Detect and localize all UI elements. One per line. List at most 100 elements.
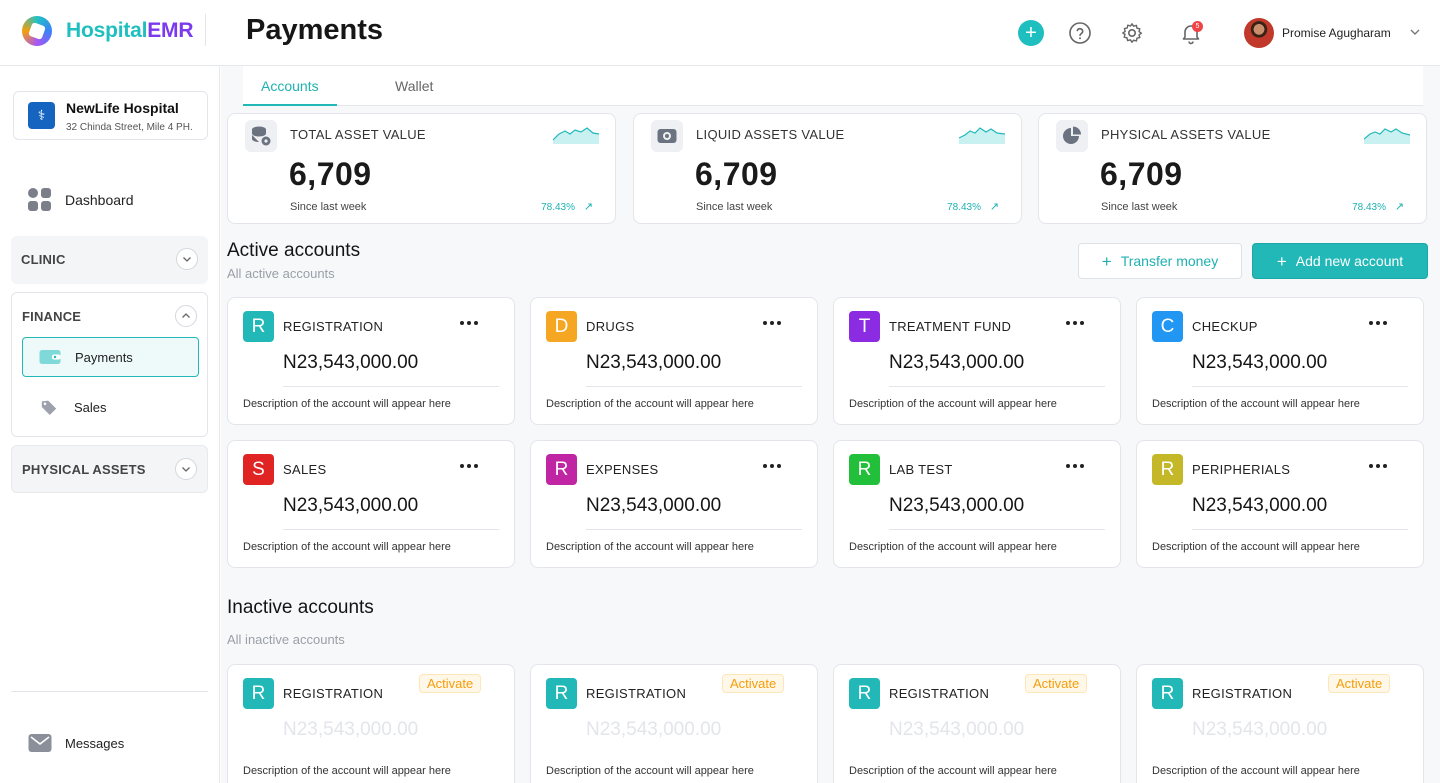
transfer-money-button[interactable]: + Transfer money bbox=[1078, 243, 1242, 279]
tab-wallet[interactable]: Wallet bbox=[395, 78, 434, 94]
add-new-account-button[interactable]: + Add new account bbox=[1252, 243, 1428, 279]
plus-icon: + bbox=[1101, 251, 1112, 271]
sidebar-item-sales[interactable]: Sales bbox=[22, 387, 199, 427]
arrow-up-right-icon: ↗ bbox=[989, 201, 999, 213]
activate-button[interactable]: Activate bbox=[1328, 674, 1391, 693]
account-card[interactable]: R PERIPHERIALS N23,543,000.00 Descriptio… bbox=[1136, 440, 1424, 568]
sidebar-group-finance: FINANCE Payments Sales bbox=[11, 292, 208, 437]
header-divider bbox=[205, 14, 206, 46]
dashboard-icon bbox=[28, 188, 51, 211]
account-name: PERIPHERIALS bbox=[1192, 462, 1291, 477]
tab-bar: Accounts Wallet bbox=[243, 66, 1423, 106]
sidebar-group-title: CLINIC bbox=[21, 252, 66, 267]
sidebar-group-clinic[interactable]: CLINIC bbox=[11, 236, 208, 284]
app-name-part1: Hospital bbox=[66, 19, 148, 42]
account-balance: N23,543,000.00 bbox=[586, 352, 722, 373]
chevron-down-icon[interactable] bbox=[175, 458, 197, 480]
account-balance: N23,543,000.00 bbox=[586, 719, 722, 740]
account-card[interactable]: T TREATMENT FUND N23,543,000.00 Descript… bbox=[833, 297, 1121, 425]
inactive-account-card[interactable]: R REGISTRATION Activate N23,543,000.00 D… bbox=[1136, 664, 1424, 783]
stat-card-physical-assets: PHYSICAL ASSETS VALUE 6,709 Since last w… bbox=[1038, 113, 1427, 224]
divider bbox=[889, 386, 1105, 387]
more-options-icon[interactable] bbox=[1066, 316, 1088, 330]
account-name: REGISTRATION bbox=[1192, 686, 1293, 701]
tab-accounts[interactable]: Accounts bbox=[261, 78, 319, 94]
inactive-account-card[interactable]: R REGISTRATION Activate N23,543,000.00 D… bbox=[530, 664, 818, 783]
sidebar-group-title: PHYSICAL ASSETS bbox=[22, 462, 146, 477]
account-name: CHECKUP bbox=[1192, 319, 1258, 334]
stat-change-percent: 78.43% bbox=[1352, 202, 1386, 213]
account-balance: N23,543,000.00 bbox=[283, 495, 419, 516]
account-avatar: C bbox=[1152, 311, 1183, 342]
account-name: DRUGS bbox=[586, 319, 635, 334]
user-name[interactable]: Promise Agugharam bbox=[1282, 26, 1391, 40]
hospital-switcher[interactable]: ⚕ NewLife Hospital 32 Chinda Street, Mil… bbox=[13, 91, 208, 140]
quick-add-button[interactable]: + bbox=[1018, 20, 1044, 46]
more-options-icon[interactable] bbox=[1369, 459, 1391, 473]
notification-bell-icon[interactable]: 5 bbox=[1178, 20, 1204, 46]
sparkline-chart bbox=[959, 127, 1005, 144]
account-avatar: R bbox=[243, 678, 274, 709]
account-name: REGISTRATION bbox=[586, 686, 687, 701]
activate-button[interactable]: Activate bbox=[722, 674, 785, 693]
user-avatar[interactable] bbox=[1244, 18, 1274, 48]
account-card[interactable]: R LAB TEST N23,543,000.00 Description of… bbox=[833, 440, 1121, 568]
arrow-up-right-icon: ↗ bbox=[583, 201, 593, 213]
account-avatar: R bbox=[849, 454, 880, 485]
more-options-icon[interactable] bbox=[460, 459, 482, 473]
inactive-account-card[interactable]: R REGISTRATION Activate N23,543,000.00 D… bbox=[833, 664, 1121, 783]
account-description: Description of the account will appear h… bbox=[546, 541, 754, 553]
sidebar-group-physical-assets[interactable]: PHYSICAL ASSETS bbox=[11, 445, 208, 493]
stat-since-label: Since last week bbox=[696, 201, 773, 213]
notification-count-badge: 5 bbox=[1192, 21, 1203, 32]
stat-value: 6,709 bbox=[695, 156, 778, 192]
chevron-down-icon[interactable] bbox=[176, 248, 198, 270]
pie-chart-icon bbox=[1056, 120, 1088, 152]
chevron-down-icon[interactable] bbox=[1408, 25, 1422, 39]
account-name: REGISTRATION bbox=[889, 686, 990, 701]
account-balance: N23,543,000.00 bbox=[889, 495, 1025, 516]
sidebar-item-dashboard[interactable]: Dashboard bbox=[28, 188, 134, 211]
account-description: Description of the account will appear h… bbox=[243, 541, 451, 553]
gear-icon[interactable] bbox=[1119, 20, 1145, 46]
more-options-icon[interactable] bbox=[763, 459, 785, 473]
sidebar-item-label: Sales bbox=[74, 399, 107, 415]
account-description: Description of the account will appear h… bbox=[849, 398, 1057, 410]
account-avatar: R bbox=[243, 311, 274, 342]
account-card[interactable]: D DRUGS N23,543,000.00 Description of th… bbox=[530, 297, 818, 425]
more-options-icon[interactable] bbox=[1066, 459, 1088, 473]
more-options-icon[interactable] bbox=[763, 316, 785, 330]
chevron-up-icon[interactable] bbox=[175, 305, 197, 327]
help-icon[interactable] bbox=[1067, 20, 1093, 46]
mail-icon bbox=[28, 734, 52, 752]
app-logo[interactable]: HospitalEMR bbox=[22, 16, 194, 46]
hospital-address: 32 Chinda Street, Mile 4 PH. bbox=[66, 122, 193, 133]
account-avatar: R bbox=[1152, 454, 1183, 485]
inactive-account-card[interactable]: R REGISTRATION Activate N23,543,000.00 D… bbox=[227, 664, 515, 783]
activate-button[interactable]: Activate bbox=[419, 674, 482, 693]
divider bbox=[586, 386, 802, 387]
account-card[interactable]: R REGISTRATION N23,543,000.00 Descriptio… bbox=[227, 297, 515, 425]
stat-title: TOTAL ASSET VALUE bbox=[290, 127, 426, 142]
sidebar-item-payments[interactable]: Payments bbox=[22, 337, 199, 377]
account-balance: N23,543,000.00 bbox=[1192, 719, 1328, 740]
account-balance: N23,543,000.00 bbox=[283, 719, 419, 740]
more-options-icon[interactable] bbox=[460, 316, 482, 330]
sidebar-item-messages[interactable]: Messages bbox=[28, 733, 124, 753]
stat-change-percent: 78.43% bbox=[541, 202, 575, 213]
more-options-icon[interactable] bbox=[1369, 316, 1391, 330]
hospital-name: NewLife Hospital bbox=[66, 100, 179, 116]
stat-value: 6,709 bbox=[1100, 156, 1183, 192]
stat-title: LIQUID ASSETS VALUE bbox=[696, 127, 845, 142]
sidebar-group-title[interactable]: FINANCE bbox=[22, 309, 82, 324]
sidebar: ⚕ NewLife Hospital 32 Chinda Street, Mil… bbox=[0, 66, 220, 783]
account-card[interactable]: R EXPENSES N23,543,000.00 Description of… bbox=[530, 440, 818, 568]
stat-value: 6,709 bbox=[289, 156, 372, 192]
account-card[interactable]: S SALES N23,543,000.00 Description of th… bbox=[227, 440, 515, 568]
activate-button[interactable]: Activate bbox=[1025, 674, 1088, 693]
active-accounts-subtitle: All active accounts bbox=[227, 266, 335, 281]
account-description: Description of the account will appear h… bbox=[849, 541, 1057, 553]
stat-since-label: Since last week bbox=[1101, 201, 1178, 213]
account-balance: N23,543,000.00 bbox=[1192, 495, 1328, 516]
account-card[interactable]: C CHECKUP N23,543,000.00 Description of … bbox=[1136, 297, 1424, 425]
